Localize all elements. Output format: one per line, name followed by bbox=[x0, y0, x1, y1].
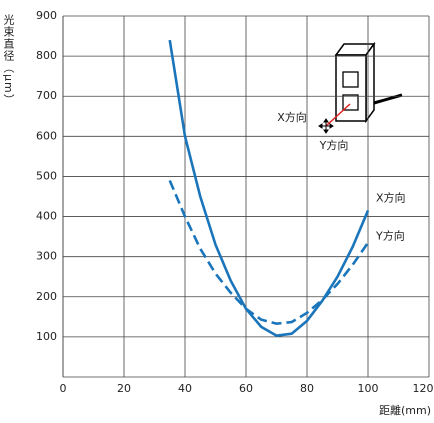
x-tick-label: 100 bbox=[358, 382, 379, 395]
y-tick-label: 100 bbox=[36, 330, 57, 343]
y-tick-label: 600 bbox=[36, 129, 57, 142]
x-tick-label: 40 bbox=[178, 382, 192, 395]
x-tick-label: 120 bbox=[413, 382, 434, 395]
sensor-icon bbox=[318, 41, 403, 134]
x-axis-label: 距離(mm) bbox=[379, 403, 431, 417]
y-tick-label: 700 bbox=[36, 89, 57, 102]
annotation: Y方向 bbox=[319, 138, 349, 152]
y-tick-label: 900 bbox=[36, 9, 57, 22]
y-axis-label: 光束直径（μm） bbox=[2, 13, 15, 106]
series-line bbox=[168, 39, 370, 337]
annotation: X方向 bbox=[277, 110, 307, 124]
y-tick-label: 200 bbox=[36, 290, 57, 303]
y-tick-label: 800 bbox=[36, 49, 57, 62]
x-tick-label: 0 bbox=[60, 382, 67, 395]
series-line bbox=[168, 179, 370, 325]
series-label: Y方向 bbox=[375, 229, 405, 243]
y-tick-label: 400 bbox=[36, 210, 57, 223]
y-tick-label: 300 bbox=[36, 250, 57, 263]
series-label: X方向 bbox=[376, 191, 406, 205]
x-tick-label: 20 bbox=[117, 382, 131, 395]
x-tick-label: 80 bbox=[300, 382, 314, 395]
x-tick-label: 60 bbox=[239, 382, 253, 395]
y-tick-label: 500 bbox=[36, 169, 57, 182]
